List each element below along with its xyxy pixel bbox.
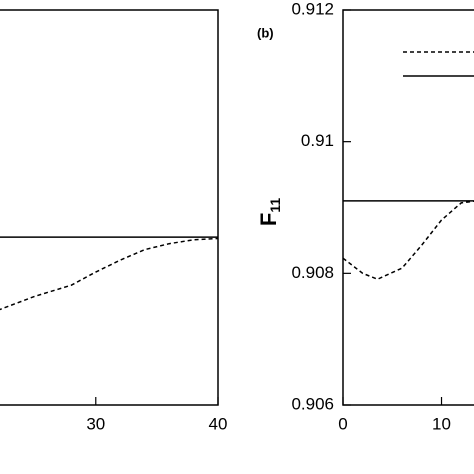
y-label-main: F (256, 213, 281, 226)
y-label-sub: 11 (267, 198, 283, 213)
plot-area (343, 200, 474, 281)
panel-label: (b) (257, 25, 274, 40)
x-tick-label: 10 (432, 414, 451, 433)
y-tick-label: 0.906 (291, 394, 334, 413)
x-tick-label: 30 (86, 414, 105, 433)
plot-frame (0, 9, 219, 406)
plot-frame (342, 9, 474, 406)
y-tick-label: 0.912 (291, 0, 334, 18)
y-axis-label: F11 (256, 198, 283, 226)
plot-area (0, 236, 218, 311)
x-tick-label: 40 (209, 414, 228, 433)
x-tick-label: 0 (338, 414, 347, 433)
y-tick-label: 0.91 (301, 131, 334, 150)
data-line (0, 237, 218, 311)
data-line (343, 200, 474, 281)
y-tick-label: 0.908 (291, 263, 334, 282)
